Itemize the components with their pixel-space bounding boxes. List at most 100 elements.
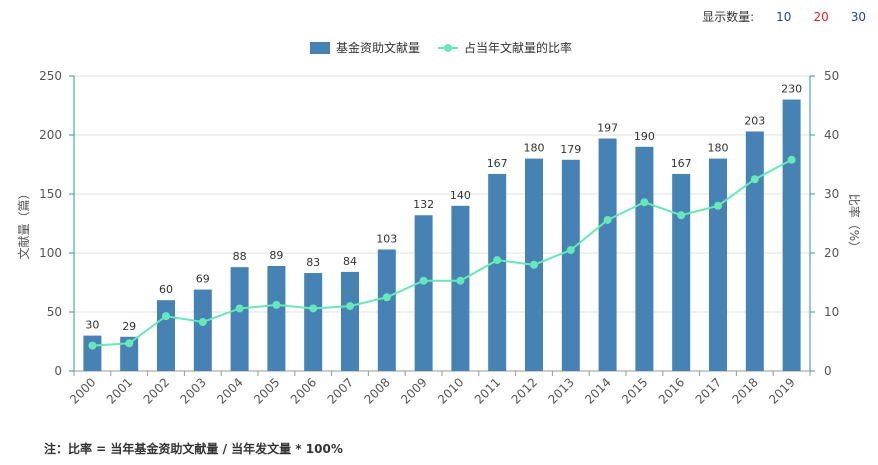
line-point: [88, 341, 97, 350]
axes: [69, 75, 815, 376]
line-point: [235, 304, 244, 313]
line-point: [419, 276, 428, 285]
x-tick-label: 2010: [435, 375, 466, 406]
bar: [414, 215, 433, 371]
x-tick-labels: 2000 2001 2002 2003 2004 2005 2006 2007 2008 2009…: [67, 375, 798, 406]
x-tick-label: 2016: [656, 375, 687, 406]
bar: [561, 159, 580, 371]
bar: [304, 273, 323, 371]
line-point: [530, 260, 538, 269]
bar-data-label: 69: [196, 273, 210, 286]
legend-swatch-marker: [444, 44, 452, 52]
x-tick-label: 2014: [582, 375, 613, 406]
line-point: [309, 304, 318, 313]
left-y-tick-label: 150: [39, 187, 62, 201]
bar: [120, 336, 139, 371]
x-tick-label: 2005: [251, 375, 282, 406]
bar: [230, 267, 249, 371]
line-point: [272, 300, 281, 309]
bar: [598, 138, 617, 371]
legend-label-line: 占当年文献量的比率: [464, 40, 572, 55]
line-point: [493, 256, 502, 265]
line-point: [162, 312, 170, 321]
x-tick-label: 2001: [104, 375, 135, 406]
right-y-tick-label: 30: [824, 187, 839, 201]
line-point: [125, 339, 134, 348]
x-tick-label: 2006: [288, 375, 319, 406]
bar-data-label: 180: [708, 142, 729, 155]
right-y-tick-label: 10: [824, 305, 839, 319]
line-point: [640, 198, 649, 207]
bar: [745, 131, 764, 371]
bar-data-label: 197: [597, 122, 618, 135]
bar-data-label: 88: [233, 250, 247, 263]
bar-data-label: 203: [744, 114, 765, 127]
line-point: [787, 155, 796, 164]
line-point: [566, 246, 575, 255]
bar: [451, 205, 470, 371]
bar-data-label: 30: [85, 319, 99, 332]
x-tick-label: 2004: [214, 375, 245, 406]
bar-data-label: 180: [524, 142, 545, 155]
x-tick-label: 2017: [693, 375, 724, 406]
line-series: [88, 155, 796, 350]
x-tick-label: 2000: [67, 375, 98, 406]
bar-data-label: 230: [781, 83, 802, 96]
right-y-tick-label: 40: [824, 128, 839, 142]
bar-data-label: 29: [122, 320, 136, 333]
ratio-line: [92, 158, 793, 347]
bar-data-label: 167: [671, 157, 692, 170]
x-tick-label: 2015: [619, 375, 650, 406]
right-y-tick-label: 20: [824, 246, 839, 260]
display-count-label: 显示数量:: [702, 10, 755, 24]
left-y-tick-label: 0: [54, 364, 62, 378]
bar: [488, 173, 507, 371]
x-tick-label: 2018: [729, 375, 760, 406]
display-count-option-10[interactable]: 10: [776, 9, 792, 24]
bar: [157, 300, 175, 371]
x-tick-label: 2009: [398, 375, 429, 406]
x-tick-label: 2008: [361, 375, 392, 406]
gridlines: [74, 75, 810, 313]
display-count-option-30[interactable]: 30: [850, 9, 866, 24]
left-y-tick-label: 100: [39, 246, 62, 260]
legend-swatch-bar: [310, 42, 330, 54]
legend-label-bar: 基金资助文献量: [336, 40, 420, 55]
bar: [341, 271, 359, 371]
right-y-tick-label: 50: [824, 69, 839, 83]
line-point: [456, 276, 465, 285]
x-tick-label: 2012: [509, 375, 540, 406]
left-y-tick-label: 250: [39, 69, 62, 83]
display-count-option-20[interactable]: 20: [813, 9, 829, 24]
left-y-tick-label: 200: [39, 128, 62, 142]
bar-data-label: 60: [159, 283, 173, 296]
bar: [267, 265, 286, 371]
legend: 基金资助文献量 占当年文献量的比率: [310, 40, 572, 55]
x-tick-label: 2003: [177, 375, 208, 406]
right-y-tick-labels: 0 10 20 30 40 50: [824, 69, 839, 378]
bar: [635, 146, 654, 371]
bar-data-labels: 30 29 60 69 88 89 83 84 103 132 140 167 180 179 197 190…: [85, 83, 802, 333]
display-count-selector: 显示数量: 10 20 30: [702, 8, 866, 25]
bar-data-label: 190: [634, 130, 655, 143]
line-point: [603, 215, 612, 224]
bar-data-label: 103: [376, 232, 397, 245]
x-tick-label: 2002: [141, 375, 172, 406]
bar-data-label: 179: [560, 143, 581, 156]
bar: [83, 335, 102, 371]
bar: [193, 289, 212, 371]
x-tick-label: 2013: [545, 375, 576, 406]
right-y-tick-label: 0: [824, 364, 832, 378]
x-tick-label: 2019: [766, 375, 797, 406]
bar: [377, 249, 396, 371]
line-point: [714, 201, 722, 210]
right-axis-title: 比率（%）: [847, 194, 862, 253]
x-tick-label: 2007: [325, 375, 356, 406]
line-point: [382, 293, 391, 302]
bar-data-label: 84: [343, 255, 357, 268]
line-point: [346, 302, 354, 311]
left-y-tick-label: 50: [47, 305, 62, 319]
line-point: [750, 175, 759, 184]
bar: [672, 173, 691, 371]
